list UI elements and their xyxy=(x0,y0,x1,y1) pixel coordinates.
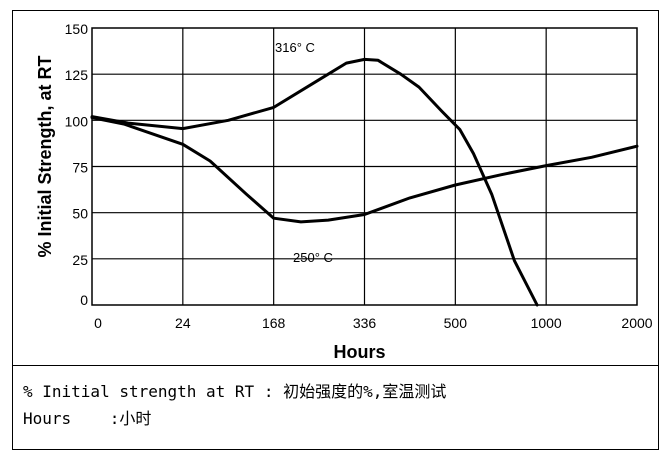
x-axis-title: Hours xyxy=(333,342,385,362)
x-tick-label: 500 xyxy=(444,315,468,331)
x-tick-label: 24 xyxy=(175,315,191,331)
y-tick-label: 150 xyxy=(65,21,89,37)
caption-line-strength: % Initial strength at RT : 初始强度的%,室温测试 xyxy=(23,382,447,401)
x-tick-label: 0 xyxy=(94,315,102,331)
y-tick-label: 0 xyxy=(80,292,88,308)
x-tick-label: 336 xyxy=(353,315,377,331)
caption-line-hours: Hours :小时 xyxy=(23,409,152,428)
y-axis-title: % Initial Strength, at RT xyxy=(35,55,55,257)
x-tick-label: 2000 xyxy=(621,315,652,331)
x-tick-label: 1000 xyxy=(531,315,562,331)
annotation-316c: 316° C xyxy=(275,40,315,55)
strength-chart: 0 25 50 75 100 125 150 0 24 168 336 500 1000 2000 Hour… xyxy=(35,21,653,362)
y-tick-label: 25 xyxy=(72,252,88,268)
x-tick-label: 168 xyxy=(262,315,286,331)
y-tick-label: 50 xyxy=(72,206,88,222)
chart-frame: 0 25 50 75 100 125 150 0 24 168 336 500 1000 2000 Hour… xyxy=(12,10,659,366)
annotation-250c: 250° C xyxy=(293,250,333,265)
y-tick-label: 125 xyxy=(65,67,89,83)
plot-area-border xyxy=(91,27,638,306)
series-line-250c xyxy=(90,116,639,224)
series-line-316c xyxy=(90,57,539,307)
caption-box: % Initial strength at RT : 初始强度的%,室温测试 H… xyxy=(12,365,659,450)
y-tick-label: 75 xyxy=(72,160,88,176)
y-tick-label: 100 xyxy=(65,113,89,129)
